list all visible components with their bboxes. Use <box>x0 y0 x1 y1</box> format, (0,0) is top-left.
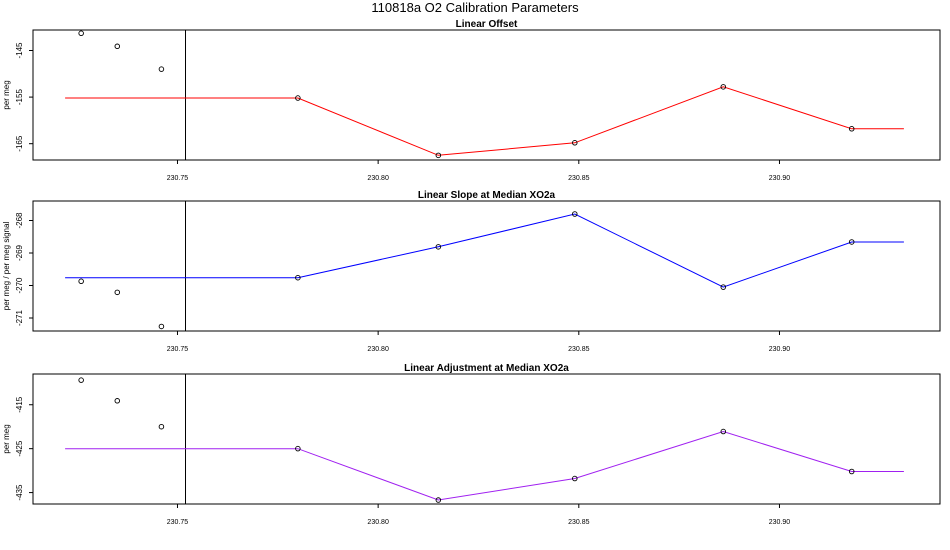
panel-2-xtick-label: 230.80 <box>367 346 389 353</box>
panel-1-ylabel: per meg <box>2 80 11 109</box>
panel-3-xtick-label: 230.85 <box>568 519 590 526</box>
panel-3-marker <box>848 468 855 475</box>
panel-3-marker <box>572 475 578 482</box>
panel-1-frame <box>32 29 941 161</box>
panel-2-ytick-label: -269 <box>15 244 24 261</box>
panel-1-data-point <box>114 43 121 50</box>
panel-1-marker <box>848 126 855 132</box>
figure-title: 110818a O2 Calibration Parameters <box>371 0 579 15</box>
panel-2-xtick-label: 230.90 <box>769 346 791 353</box>
panel-3-marker <box>435 497 442 503</box>
panel-3-series-line <box>65 430 904 501</box>
panel-3-frame <box>32 373 941 505</box>
panel-2-marker <box>720 284 727 290</box>
panel-1-data-point <box>158 66 165 72</box>
panel-1-marker <box>295 95 301 101</box>
panel-3-ylabel: per meg <box>2 424 11 453</box>
panel-2-frame <box>32 200 941 332</box>
panel-1-data-point <box>78 30 84 37</box>
panel-3-ytick-label: -425 <box>15 440 24 457</box>
panel-1-ytick-label: -165 <box>15 135 24 152</box>
panel-2-marker <box>435 244 442 250</box>
panel-1-xtick-label: 230.85 <box>568 175 590 182</box>
panel-3-marker <box>720 428 727 435</box>
panel-1-title: Linear Offset <box>456 19 518 30</box>
panel-2-xtick-label: 230.75 <box>167 346 189 353</box>
panel-3-title: Linear Adjustment at Median XO2a <box>404 363 569 374</box>
panel-2-xtick-label: 230.85 <box>568 346 590 353</box>
panel-2-marker <box>295 274 301 281</box>
panel-2-data-point <box>158 323 165 330</box>
panel-1-marker <box>720 84 727 90</box>
panel-1-marker <box>435 152 442 159</box>
panel-3-data-point <box>114 398 121 404</box>
panel-3-xtick-label: 230.90 <box>769 519 791 526</box>
panel-1-ytick-label: -155 <box>15 89 24 106</box>
panel-3-xtick-label: 230.80 <box>367 519 389 526</box>
panel-1-series-line <box>65 86 904 156</box>
panel-3-xtick-label: 230.75 <box>167 519 189 526</box>
panel-2-data-point <box>114 289 121 296</box>
panel-2-ytick-label: -268 <box>15 212 24 229</box>
panel-1-xtick-label: 230.75 <box>167 175 189 182</box>
panel-2-marker <box>848 239 855 245</box>
panel-2-marker <box>572 211 578 217</box>
panel-2-ytick-label: -270 <box>15 277 24 294</box>
panel-3-data-point <box>158 423 165 430</box>
panel-2-ytick-label: -271 <box>15 309 24 326</box>
panel-3-ytick-label: -415 <box>15 396 24 413</box>
panel-1-xtick-label: 230.80 <box>367 175 389 182</box>
panel-1-ytick-label: -145 <box>15 42 24 59</box>
panel-3-data-point <box>78 377 84 383</box>
panel-1-xtick-label: 230.90 <box>769 175 791 182</box>
panel-2-data-point <box>78 278 84 285</box>
panel-3-marker <box>295 445 301 452</box>
panel-2-title: Linear Slope at Median XO2a <box>418 190 556 201</box>
panel-3-ytick-label: -435 <box>15 484 24 501</box>
panel-1-marker <box>572 140 578 146</box>
panel-2-ylabel: per meg / per meg signal <box>2 222 11 311</box>
panel-2-series-line <box>65 213 904 288</box>
